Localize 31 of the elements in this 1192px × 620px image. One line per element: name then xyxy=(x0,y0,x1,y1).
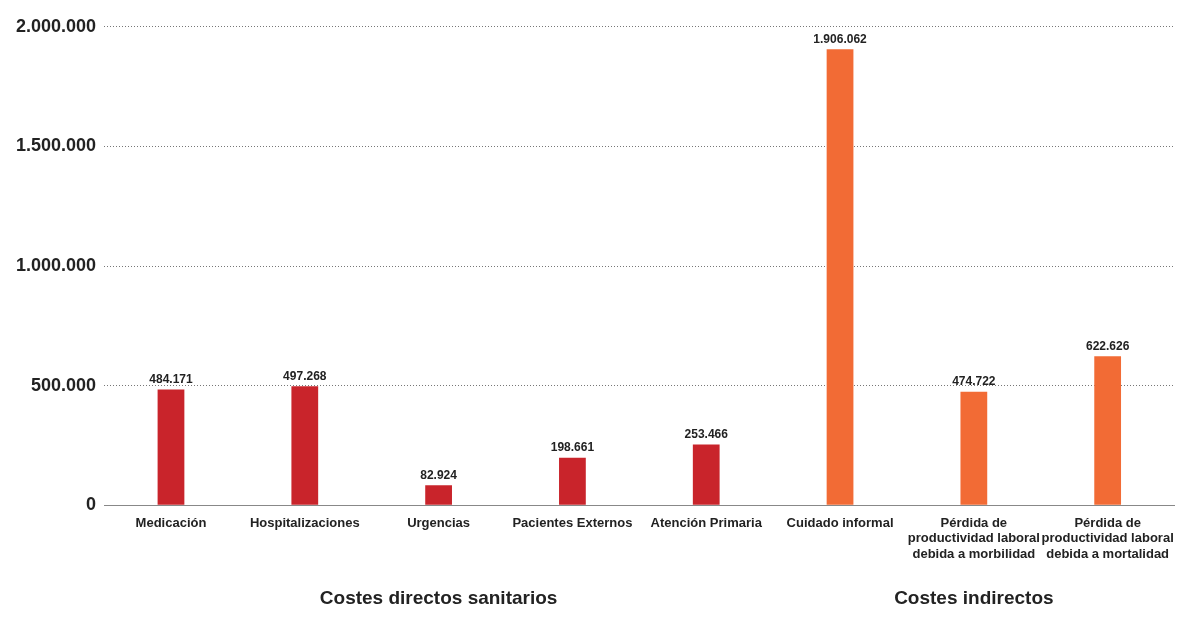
bar xyxy=(692,444,720,505)
data-label: 484.171 xyxy=(149,371,193,386)
x-tick-label: Pérdida de productividad laboral debida a mortalidad xyxy=(1041,514,1174,561)
x-tick-label: Cuidado informal xyxy=(786,514,894,530)
text: Costes indirectos xyxy=(894,587,1054,608)
x-tick-label: Atención Primaria xyxy=(650,514,763,530)
y-tick-label: 500.000 xyxy=(31,374,97,395)
data-label: 82.924 xyxy=(420,467,458,482)
bar xyxy=(1094,356,1122,505)
data-label: 253.466 xyxy=(684,426,729,441)
bar xyxy=(291,386,319,505)
x-tick-label: Medicación xyxy=(135,514,207,530)
data-label: 497.268 xyxy=(283,368,327,383)
y-tick-label: 1.000.000 xyxy=(16,254,97,275)
data-label: 198.661 xyxy=(550,439,595,454)
bar xyxy=(826,49,854,505)
y-tick-label: 1.500.000 xyxy=(16,135,97,156)
bar xyxy=(157,389,185,505)
x-tick-label: Pérdida de productividad laboral debida a morbilidad xyxy=(907,514,1040,561)
x-tick-label: Urgencias xyxy=(407,514,471,530)
bar xyxy=(559,457,586,505)
text: Costes directos sanitarios xyxy=(319,587,558,608)
data-label: 1.906.062 xyxy=(813,31,868,46)
x-tick-label: Pacientes Externos xyxy=(512,514,633,530)
bar xyxy=(425,485,452,505)
data-label: 622.626 xyxy=(1085,338,1130,353)
y-tick-label: 0 xyxy=(86,494,97,515)
data-label: 474.722 xyxy=(952,373,996,388)
bar xyxy=(960,391,988,505)
y-tick-label: 2.000.000 xyxy=(16,15,97,36)
x-tick-label: Hospitalizaciones xyxy=(249,514,360,530)
